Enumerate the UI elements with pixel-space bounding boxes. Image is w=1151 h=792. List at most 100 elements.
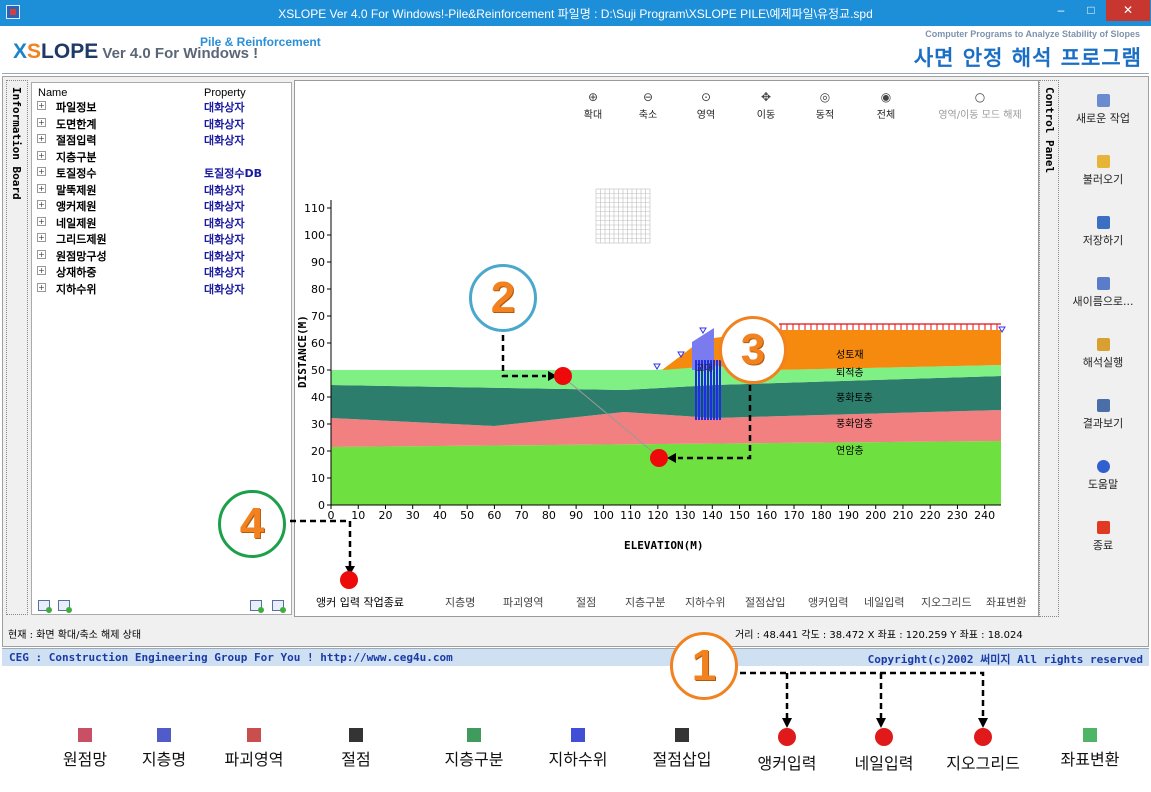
information-board-tab[interactable]: Information Board [6, 80, 28, 615]
nail-input-icon [875, 728, 893, 746]
canvas-tool-button[interactable]: 앵커입력 [808, 596, 849, 609]
canvas-tool-button[interactable]: 지오그리드 [921, 596, 972, 609]
add-child-icon[interactable] [58, 600, 72, 613]
bottom-tool-button[interactable]: 원점망 [35, 728, 135, 770]
tree-row[interactable]: + 원점망구성 대화상자 [32, 248, 291, 264]
expand-icon[interactable]: + [37, 167, 46, 176]
expand-icon[interactable]: + [37, 101, 46, 110]
bottom-tool-button[interactable]: 절점삽입 [632, 728, 732, 770]
bottom-tool-button[interactable]: 지하수위 [528, 728, 628, 770]
tree-row[interactable]: + 앵커제원 대화상자 [32, 198, 291, 214]
y-tick-label: 50 [311, 364, 325, 377]
add-node-icon[interactable] [38, 600, 52, 613]
tree-row[interactable]: + 절점입력 대화상자 [32, 132, 291, 148]
expand-icon[interactable]: + [37, 233, 46, 242]
control-panel-button[interactable]: 종료 [1060, 521, 1146, 553]
expand-icon[interactable]: + [37, 150, 46, 160]
expand-icon[interactable]: + [37, 183, 46, 193]
canvas-tool-button[interactable]: 파괴영역 [503, 596, 544, 609]
view-tool-button[interactable]: ◎ 동적 [797, 90, 853, 121]
tree-header-name[interactable]: Name [38, 87, 68, 99]
bottom-tool-button[interactable]: 앵커입력 [737, 728, 837, 774]
tree-header-property[interactable]: Property [204, 87, 246, 99]
sediment-layer [331, 365, 1001, 390]
status-mode: 현재 : 화면 확대/축소 해제 상태 [8, 630, 142, 641]
bottom-tool-label: 절점 [341, 750, 371, 769]
tree-row[interactable]: + 파일정보 대화상자 [32, 99, 291, 115]
minimize-button[interactable]: – [1057, 3, 1065, 17]
canvas-tool-button[interactable]: 지층명 [445, 596, 476, 609]
canvas-tool-button[interactable]: 절점 [576, 596, 597, 609]
bottom-tool-button[interactable]: 네일입력 [834, 728, 934, 774]
footer-right: Copyright(c)2002 써미지 All rights reserved [867, 653, 1143, 666]
bottom-tool-label: 절점삽입 [652, 750, 712, 769]
y-tick-label: 10 [311, 472, 325, 485]
anchor-cancel-button[interactable]: 앵커 입력 작업종료 [316, 596, 404, 609]
collapse-all-icon[interactable] [272, 600, 286, 613]
expand-icon[interactable]: + [37, 249, 46, 259]
tree-item-name: 말뚝제원 [56, 183, 97, 197]
tree-row[interactable]: + 상재하중 대화상자 [32, 264, 291, 280]
bottom-tool-button[interactable]: 절점 [306, 728, 406, 770]
view-tool-button[interactable]: ⊙ 영역 [678, 90, 734, 121]
y-tick-label: 20 [311, 445, 325, 458]
bottom-tool-button[interactable]: 지오그리드 [933, 728, 1033, 774]
expand-icon[interactable]: + [37, 266, 46, 275]
pile [716, 360, 718, 420]
close-button[interactable]: ✕ [1106, 0, 1150, 21]
view-tool-button[interactable]: ○ 영역/이동 모드 해제 [925, 90, 1035, 121]
expand-icon[interactable]: + [37, 216, 46, 226]
maximize-button[interactable]: □ [1087, 3, 1095, 17]
tree-row[interactable]: + 지층구분 [32, 149, 291, 165]
anchor-end-point [650, 449, 668, 467]
tree-row[interactable]: + 그리드제원 대화상자 [32, 231, 291, 247]
tree-row[interactable]: + 네일제원 대화상자 [32, 215, 291, 231]
view-tool-button[interactable]: ⊖ 축소 [620, 90, 676, 121]
view-tool-button[interactable]: ◉ 전체 [858, 90, 914, 121]
view-tool-button[interactable]: ✥ 이동 [738, 90, 794, 121]
app-icon[interactable] [6, 5, 20, 19]
bottom-tool-button[interactable]: 파괴영역 [204, 728, 304, 770]
canvas-tool-button[interactable]: 절점삽입 [745, 596, 786, 609]
expand-icon[interactable]: + [37, 117, 46, 127]
expand-all-icon[interactable] [250, 600, 264, 613]
tree-item-name: 네일제원 [56, 216, 97, 230]
expand-icon[interactable]: + [37, 282, 46, 292]
control-panel-button[interactable]: 저장하기 [1060, 216, 1146, 248]
x-axis-label: ELEVATION(M) [624, 539, 703, 552]
control-panel-button[interactable]: 해석실행 [1060, 338, 1146, 370]
footer-left[interactable]: CEG : Construction Engineering Group For… [9, 651, 453, 664]
tree-row[interactable]: + 지하수위 대화상자 [32, 281, 291, 297]
bottom-tool-button[interactable]: 지층구분 [424, 728, 524, 770]
view-tool-label: 확대 [583, 110, 603, 121]
control-panel-button[interactable]: 새로운 작업 [1060, 94, 1146, 126]
tree-row[interactable]: + 도면한계 대화상자 [32, 116, 291, 132]
bottom-tool-button[interactable]: 좌표변환 [1040, 728, 1140, 770]
layer-label: 풍화암층 [836, 418, 873, 430]
tree-row[interactable]: + 토질정수 토질정수DB [32, 165, 291, 181]
control-panel-tab[interactable]: Control Panel [1039, 80, 1059, 617]
view-tool-button[interactable]: ⊕ 확대 [565, 90, 621, 121]
control-panel-button[interactable]: 도움말 [1060, 460, 1146, 492]
canvas-tool-button[interactable]: 지층구분 [625, 596, 666, 609]
control-panel-button[interactable]: 불러오기 [1060, 155, 1146, 187]
slope-section-svg: 교대 성토재 퇴적층 풍화토층 풍화암층 연암층 0 10 20 30 40 50 60 70… [296, 188, 1006, 552]
expand-icon[interactable]: + [37, 134, 46, 143]
tree-row[interactable]: + 말뚝제원 대화상자 [32, 182, 291, 198]
x-tick-label: 180 [811, 509, 832, 522]
control-panel-button[interactable]: 새이름으로... [1060, 277, 1146, 309]
tree-item-name: 앵커제원 [56, 200, 97, 213]
x-tick-label: 50 [460, 509, 474, 522]
canvas-tool-button[interactable]: 지하수위 [685, 596, 726, 609]
expand-icon[interactable]: + [37, 200, 46, 209]
layer-divide-icon [467, 728, 481, 742]
layer-label: 연암층 [836, 445, 864, 457]
canvas-tool-button[interactable]: 네일입력 [864, 596, 905, 609]
tree-item-name: 지층구분 [56, 150, 97, 164]
y-axis-label: DISTANCE(M) [296, 315, 309, 388]
bottom-tool-button[interactable]: 지층명 [114, 728, 214, 770]
canvas-tool-button[interactable]: 좌표변환 [986, 596, 1027, 609]
control-panel-button[interactable]: 결과보기 [1060, 399, 1146, 431]
y-tick-label: 90 [311, 256, 325, 269]
x-tick-label: 20 [378, 509, 392, 522]
